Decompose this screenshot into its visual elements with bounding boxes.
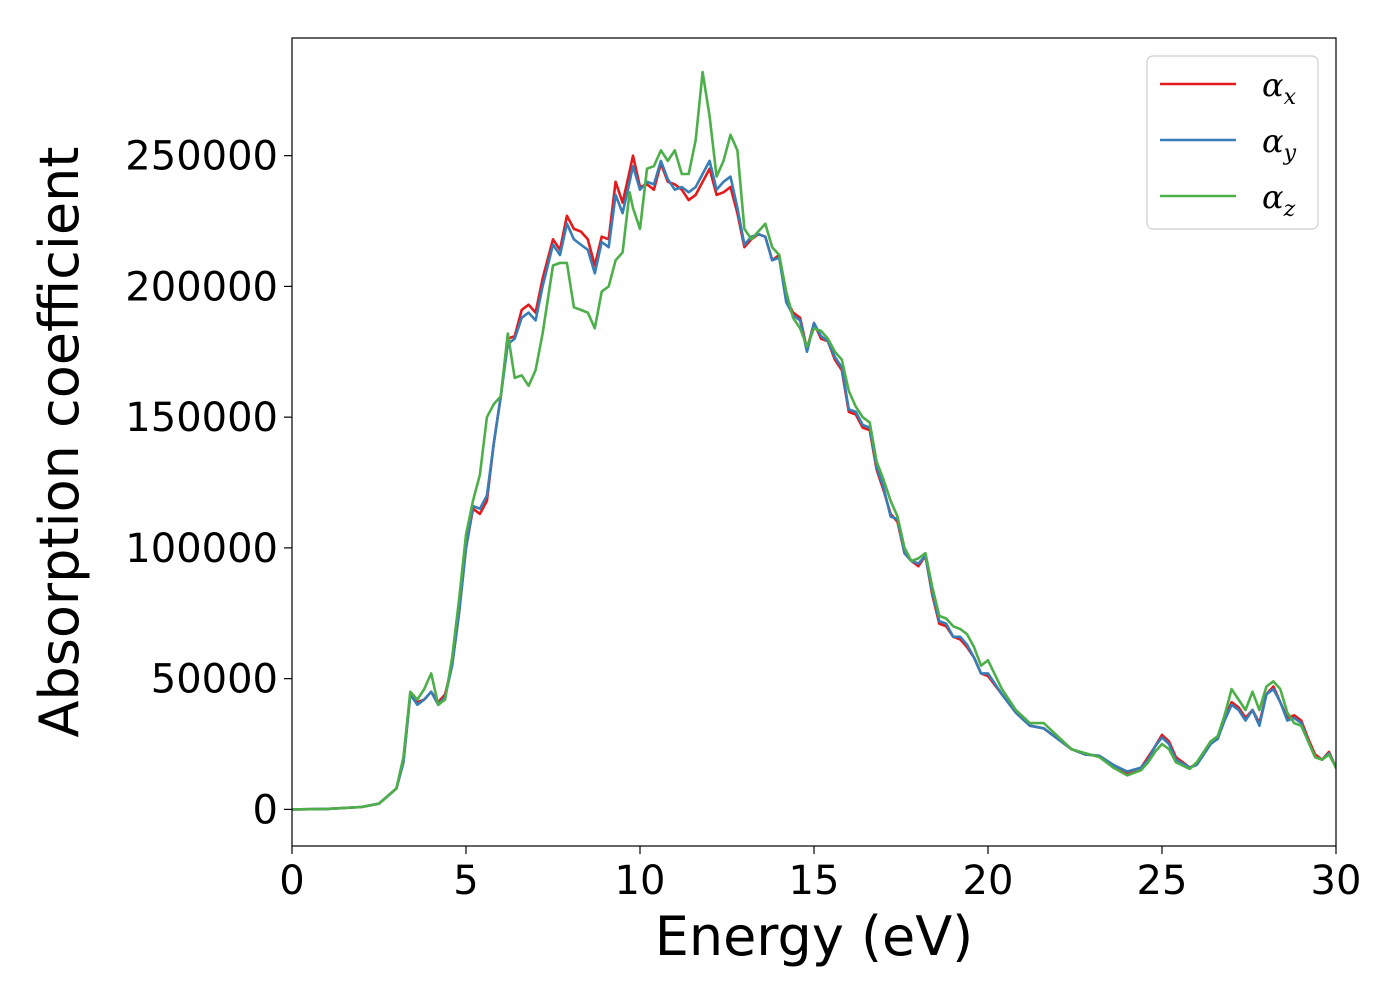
x-axis: 0 5 10 15 20 25 30	[279, 846, 1361, 904]
series-line-x	[292, 154, 1336, 811]
y-axis-title: Absorption coefficient	[28, 147, 91, 738]
y-tick-label: 150000	[125, 395, 278, 441]
y-axis: 0 50000 100000 150000 200000 250000	[125, 134, 292, 833]
x-axis-title: Energy (eV)	[655, 905, 974, 968]
legend-box	[1146, 55, 1319, 230]
y-tick-label: 250000	[125, 134, 278, 180]
y-tick-label: 50000	[151, 657, 278, 703]
series-line-z	[292, 70, 1336, 811]
x-tick-label: 10	[615, 858, 666, 904]
x-tick-label: 5	[453, 858, 478, 904]
y-tick-label: 100000	[125, 526, 278, 572]
series-line-y	[292, 159, 1336, 811]
x-tick-label: 15	[789, 858, 840, 904]
x-tick-label: 20	[963, 858, 1014, 904]
x-tick-label: 30	[1311, 858, 1362, 904]
series-layer	[292, 70, 1336, 811]
x-tick-label: 0	[279, 858, 304, 904]
y-tick-label: 200000	[125, 264, 278, 310]
x-tick-label: 25	[1137, 858, 1188, 904]
y-tick-label: 0	[253, 787, 278, 833]
